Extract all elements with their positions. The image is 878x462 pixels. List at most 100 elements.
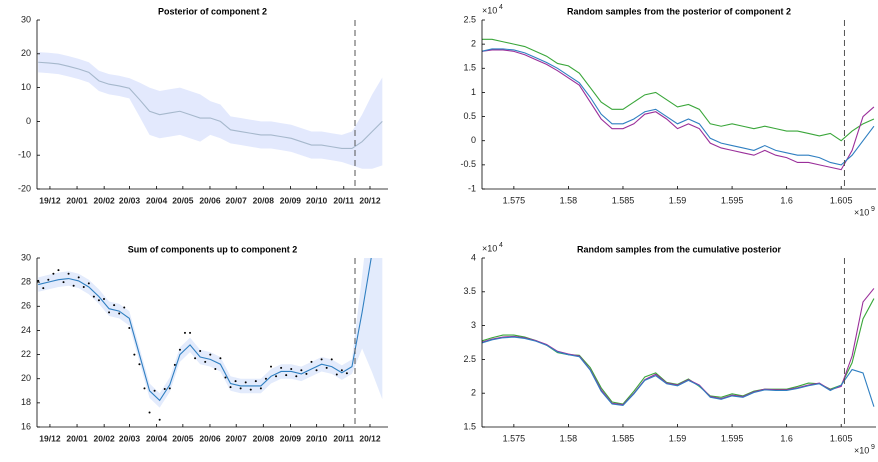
data-point [249, 388, 252, 391]
subplot: -1 -0.5 0 0.5 1 1.5 2 2.5 1.575 1.58 1.585 1.59 1.59… [460, 4, 876, 217]
axis-multiplier: ×10 [854, 207, 869, 217]
x-tick-label: 1.595 [721, 433, 744, 443]
subplot-title: Posterior of component 2 [158, 6, 267, 16]
subplot: 1.5 2 2.5 3 3.5 4 1.575 1.58 1.585 1.59 1.595 1.6 1.… [463, 242, 876, 455]
y-tick-label: 4 [471, 252, 476, 262]
data-point [254, 380, 257, 383]
series-line [482, 336, 875, 407]
subplot-title: Random samples from the posterior of com… [567, 6, 791, 16]
y-tick-label: 18 [21, 397, 31, 407]
x-tick-label: 1.585 [612, 195, 635, 205]
data-point [340, 369, 343, 372]
confidence-band [38, 52, 383, 169]
y-tick-label: 3 [471, 320, 476, 330]
data-point [52, 272, 55, 275]
data-point [290, 368, 293, 371]
y-tick-label: 16 [21, 421, 31, 431]
x-tick-label: 1.585 [612, 433, 635, 443]
data-point [123, 306, 126, 309]
x-tick-label: 20/11 [333, 433, 354, 443]
series-line [38, 258, 372, 402]
data-point [189, 331, 192, 334]
data-point [335, 373, 338, 376]
x-tick-label: 1.595 [721, 195, 744, 205]
data-point [128, 327, 131, 330]
series-line [482, 298, 875, 405]
data-point [133, 353, 136, 356]
y-tick-label: -1 [468, 183, 476, 193]
data-point [42, 287, 45, 290]
x-tick-label: 20/12 [359, 433, 381, 443]
y-tick-label: 2.5 [463, 354, 476, 364]
y-tick-label: 30 [21, 252, 31, 262]
x-tick-label: 20/08 [253, 195, 275, 205]
y-tick-label: 20 [21, 48, 31, 58]
y-tick-label: 2 [471, 39, 476, 49]
x-tick-label: 1.59 [669, 195, 687, 205]
y-tick-label: 0.5 [463, 111, 476, 121]
data-point [163, 387, 166, 390]
data-point [57, 269, 60, 272]
axis-multiplier-exponent: 4 [499, 4, 503, 11]
subplot: -20 -10 0 10 20 30 19/12 20/01 20/02 20/03 20/04 20… [18, 6, 388, 205]
axis-multiplier-exponent: 9 [871, 206, 875, 213]
data-point [178, 348, 181, 351]
data-point [214, 368, 217, 371]
x-tick-label: 1.58 [560, 195, 578, 205]
series-line [482, 38, 875, 142]
axis-multiplier: ×10 [482, 5, 497, 15]
y-tick-label: 24 [21, 325, 31, 335]
confidence-band [38, 258, 383, 408]
data-point [138, 363, 141, 366]
data-point [82, 285, 85, 288]
subplot-title: Random samples from the cumulative poste… [577, 244, 782, 254]
data-point [153, 389, 156, 392]
y-tick-label: 10 [21, 82, 31, 92]
data-point [224, 376, 227, 379]
y-tick-label: 2 [471, 388, 476, 398]
x-tick-label: 20/10 [306, 433, 328, 443]
y-tick-label: 20 [21, 373, 31, 383]
data-point [239, 387, 242, 390]
data-point [244, 381, 247, 384]
data-point [108, 311, 111, 314]
plot-area [38, 52, 383, 169]
data-point [285, 374, 288, 377]
subplot-title: Sum of components up to component 2 [128, 244, 298, 254]
y-tick-label: -0.5 [460, 159, 476, 169]
data-point [275, 375, 278, 378]
data-point [103, 298, 106, 301]
data-point [118, 312, 121, 315]
x-tick-label: 1.575 [503, 433, 526, 443]
y-tick-label: 1.5 [463, 421, 476, 431]
x-tick-label: 20/06 [199, 433, 221, 443]
y-tick-label: -10 [18, 150, 31, 160]
series-line [482, 49, 875, 171]
y-tick-label: 2.5 [463, 14, 476, 24]
plot-area [482, 288, 875, 407]
data-point [158, 418, 161, 421]
data-point [234, 380, 237, 383]
x-tick-label: 1.6 [780, 433, 793, 443]
data-point [209, 353, 212, 356]
x-tick-label: 1.59 [669, 433, 687, 443]
data-point [204, 360, 207, 363]
axis-multiplier-exponent: 4 [499, 242, 503, 249]
y-tick-label: 26 [21, 301, 31, 311]
x-tick-label: 20/03 [119, 195, 141, 205]
data-point [194, 357, 197, 360]
data-point [325, 366, 328, 369]
plot-area [37, 258, 383, 421]
data-point [97, 299, 100, 302]
axis-multiplier: ×10 [482, 243, 497, 253]
x-tick-label: 19/12 [39, 433, 61, 443]
x-tick-label: 20/11 [333, 195, 354, 205]
data-point [92, 295, 95, 298]
x-tick-label: 19/12 [39, 195, 61, 205]
series-line [38, 61, 383, 149]
y-tick-label: 28 [21, 277, 31, 287]
data-point [280, 366, 283, 369]
data-point [270, 365, 272, 368]
